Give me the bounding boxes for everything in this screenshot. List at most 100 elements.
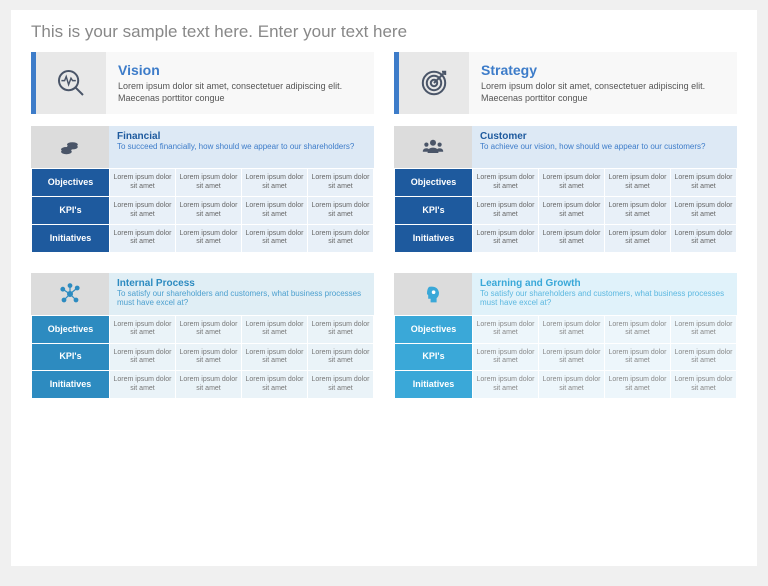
quad-title-box: Customer To achieve our vision, how shou… bbox=[472, 126, 737, 168]
vision-text: Vision Lorem ipsum dolor sit amet, conse… bbox=[106, 52, 374, 114]
cell: Lorem ipsum dolor sit amet bbox=[671, 315, 737, 343]
slide: This is your sample text here. Enter you… bbox=[11, 10, 757, 566]
cell: Lorem ipsum dolor sit amet bbox=[308, 343, 374, 371]
quad-subtitle: To achieve our vision, how should we app… bbox=[480, 142, 729, 152]
quad-title-box: Internal Process To satisfy our sharehol… bbox=[109, 273, 374, 315]
cell: Lorem ipsum dolor sit amet bbox=[308, 371, 374, 399]
quad-lrn: Learning and Growth To satisfy our share… bbox=[394, 273, 737, 399]
strategy-body: Lorem ipsum dolor sit amet, consectetuer… bbox=[481, 81, 725, 104]
cell: Lorem ipsum dolor sit amet bbox=[671, 169, 737, 197]
quad-title-box: Financial To succeed financially, how sh… bbox=[109, 126, 374, 168]
target-icon bbox=[399, 52, 469, 114]
magnifier-pulse-icon bbox=[36, 52, 106, 114]
row-label: Objectives bbox=[32, 315, 110, 343]
quad-table: ObjectivesLorem ipsum dolor sit ametLore… bbox=[31, 315, 374, 399]
quad-title: Customer bbox=[480, 131, 729, 142]
quad-title-box: Learning and Growth To satisfy our share… bbox=[472, 273, 737, 315]
row-label: KPI's bbox=[395, 343, 473, 371]
coins-icon bbox=[31, 126, 109, 168]
cell: Lorem ipsum dolor sit amet bbox=[473, 371, 539, 399]
quad-header: Financial To succeed financially, how sh… bbox=[31, 126, 374, 168]
cell: Lorem ipsum dolor sit amet bbox=[539, 315, 605, 343]
cell: Lorem ipsum dolor sit amet bbox=[473, 343, 539, 371]
cell: Lorem ipsum dolor sit amet bbox=[671, 371, 737, 399]
page-title: This is your sample text here. Enter you… bbox=[31, 22, 737, 42]
quad-header: Learning and Growth To satisfy our share… bbox=[394, 273, 737, 315]
row-label: Initiatives bbox=[32, 371, 110, 399]
cell: Lorem ipsum dolor sit amet bbox=[473, 224, 539, 252]
cell: Lorem ipsum dolor sit amet bbox=[539, 197, 605, 225]
cell: Lorem ipsum dolor sit amet bbox=[671, 197, 737, 225]
cell: Lorem ipsum dolor sit amet bbox=[242, 371, 308, 399]
cell: Lorem ipsum dolor sit amet bbox=[671, 343, 737, 371]
cell: Lorem ipsum dolor sit amet bbox=[110, 169, 176, 197]
quad-title: Learning and Growth bbox=[480, 278, 729, 289]
cell: Lorem ipsum dolor sit amet bbox=[242, 197, 308, 225]
cell: Lorem ipsum dolor sit amet bbox=[539, 343, 605, 371]
row-label: Objectives bbox=[395, 315, 473, 343]
cell: Lorem ipsum dolor sit amet bbox=[242, 224, 308, 252]
vision-body: Lorem ipsum dolor sit amet, consectetuer… bbox=[118, 81, 362, 104]
users-icon bbox=[394, 126, 472, 168]
cell: Lorem ipsum dolor sit amet bbox=[110, 315, 176, 343]
quad-table: ObjectivesLorem ipsum dolor sit ametLore… bbox=[394, 315, 737, 399]
row-label: Initiatives bbox=[395, 224, 473, 252]
cell: Lorem ipsum dolor sit amet bbox=[176, 371, 242, 399]
quad-title: Financial bbox=[117, 131, 366, 142]
cell: Lorem ipsum dolor sit amet bbox=[539, 224, 605, 252]
quad-header: Customer To achieve our vision, how shou… bbox=[394, 126, 737, 168]
cell: Lorem ipsum dolor sit amet bbox=[176, 169, 242, 197]
network-icon bbox=[31, 273, 109, 315]
cell: Lorem ipsum dolor sit amet bbox=[605, 169, 671, 197]
cell: Lorem ipsum dolor sit amet bbox=[605, 343, 671, 371]
cell: Lorem ipsum dolor sit amet bbox=[539, 169, 605, 197]
cell: Lorem ipsum dolor sit amet bbox=[110, 371, 176, 399]
cell: Lorem ipsum dolor sit amet bbox=[110, 224, 176, 252]
cell: Lorem ipsum dolor sit amet bbox=[473, 315, 539, 343]
cell: Lorem ipsum dolor sit amet bbox=[605, 371, 671, 399]
quad-cus: Customer To achieve our vision, how shou… bbox=[394, 126, 737, 252]
head-gear-icon bbox=[394, 273, 472, 315]
cell: Lorem ipsum dolor sit amet bbox=[605, 224, 671, 252]
cell: Lorem ipsum dolor sit amet bbox=[605, 315, 671, 343]
strategy-card: Strategy Lorem ipsum dolor sit amet, con… bbox=[394, 52, 737, 114]
quad-fin: Financial To succeed financially, how sh… bbox=[31, 126, 374, 252]
quad-table: ObjectivesLorem ipsum dolor sit ametLore… bbox=[31, 168, 374, 252]
cell: Lorem ipsum dolor sit amet bbox=[539, 371, 605, 399]
vision-card: Vision Lorem ipsum dolor sit amet, conse… bbox=[31, 52, 374, 114]
cell: Lorem ipsum dolor sit amet bbox=[473, 169, 539, 197]
quad-subtitle: To satisfy our shareholders and customer… bbox=[480, 289, 729, 308]
cell: Lorem ipsum dolor sit amet bbox=[176, 315, 242, 343]
cell: Lorem ipsum dolor sit amet bbox=[110, 343, 176, 371]
cell: Lorem ipsum dolor sit amet bbox=[473, 197, 539, 225]
quad-header: Internal Process To satisfy our sharehol… bbox=[31, 273, 374, 315]
cell: Lorem ipsum dolor sit amet bbox=[242, 169, 308, 197]
row-label: Initiatives bbox=[32, 224, 110, 252]
cell: Lorem ipsum dolor sit amet bbox=[110, 197, 176, 225]
cell: Lorem ipsum dolor sit amet bbox=[242, 315, 308, 343]
cell: Lorem ipsum dolor sit amet bbox=[308, 315, 374, 343]
cell: Lorem ipsum dolor sit amet bbox=[308, 224, 374, 252]
strategy-title: Strategy bbox=[481, 62, 725, 78]
row-label: KPI's bbox=[32, 343, 110, 371]
cell: Lorem ipsum dolor sit amet bbox=[605, 197, 671, 225]
cell: Lorem ipsum dolor sit amet bbox=[176, 224, 242, 252]
cell: Lorem ipsum dolor sit amet bbox=[176, 197, 242, 225]
row-label: Initiatives bbox=[395, 371, 473, 399]
quad-subtitle: To succeed financially, how should we ap… bbox=[117, 142, 366, 152]
row-label: KPI's bbox=[32, 197, 110, 225]
top-row: Vision Lorem ipsum dolor sit amet, conse… bbox=[31, 52, 737, 114]
vision-title: Vision bbox=[118, 62, 362, 78]
row-label: KPI's bbox=[395, 197, 473, 225]
quadrants: Financial To succeed financially, how sh… bbox=[31, 126, 737, 399]
cell: Lorem ipsum dolor sit amet bbox=[671, 224, 737, 252]
quad-title: Internal Process bbox=[117, 278, 366, 289]
strategy-text: Strategy Lorem ipsum dolor sit amet, con… bbox=[469, 52, 737, 114]
quad-subtitle: To satisfy our shareholders and customer… bbox=[117, 289, 366, 308]
cell: Lorem ipsum dolor sit amet bbox=[242, 343, 308, 371]
cell: Lorem ipsum dolor sit amet bbox=[308, 197, 374, 225]
quad-table: ObjectivesLorem ipsum dolor sit ametLore… bbox=[394, 168, 737, 252]
quad-int: Internal Process To satisfy our sharehol… bbox=[31, 273, 374, 399]
row-label: Objectives bbox=[395, 169, 473, 197]
row-label: Objectives bbox=[32, 169, 110, 197]
